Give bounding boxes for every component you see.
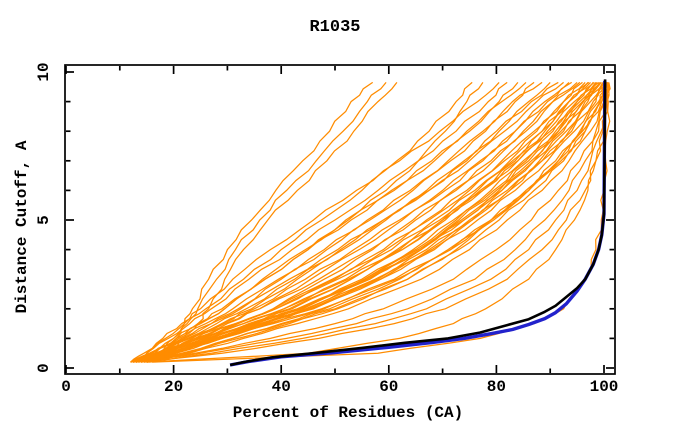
ensemble-curve (133, 82, 607, 363)
y-tick-label: 0 (35, 363, 53, 373)
x-tick-label: 0 (61, 378, 71, 396)
ensemble-curve (135, 81, 559, 363)
ensemble-curve (141, 81, 551, 363)
ensemble-curve (138, 81, 535, 363)
ensemble-curve (141, 82, 609, 363)
ensemble-curve (130, 81, 500, 363)
curves-layer (130, 79, 611, 367)
y-tick-label: 5 (35, 215, 53, 225)
highlight-black-curve (229, 79, 607, 367)
ensemble-curve (133, 82, 597, 363)
ensemble-curve (135, 82, 609, 363)
ensemble-curve (130, 81, 564, 363)
ensemble-curve (133, 82, 608, 363)
ensemble-curve (135, 82, 608, 363)
ensemble-curve (135, 81, 473, 363)
ensemble-curve (135, 82, 602, 363)
ensemble-curve (146, 82, 607, 363)
x-tick-label: 100 (590, 378, 619, 396)
y-tick-label: 10 (35, 62, 53, 81)
ensemble-curve (141, 82, 605, 363)
ensemble-curve (135, 82, 519, 363)
ensemble-curve (133, 81, 586, 363)
ensemble-curve (138, 81, 606, 363)
ensemble-curve (133, 81, 543, 363)
ensemble-curve (146, 82, 610, 363)
x-axis-label: Percent of Residues (CA) (233, 404, 463, 422)
ensemble-curve (130, 81, 591, 363)
ensemble-curve (130, 81, 527, 363)
ensemble-curve (130, 81, 602, 363)
ensemble-curve (132, 81, 508, 363)
tick-labels: 0 20 40 60 80 100 0 5 10 (35, 62, 618, 396)
chart-title: R1035 (309, 18, 360, 37)
axes-frame (64, 64, 616, 375)
plot-frame (64, 64, 616, 375)
x-tick-label: 80 (487, 378, 506, 396)
ensemble-curve (135, 82, 604, 363)
ensemble-curve (152, 82, 611, 363)
ensemble-curve (149, 82, 609, 363)
x-tick-label: 60 (379, 378, 398, 396)
x-tick-label: 20 (164, 378, 183, 396)
x-tick-label: 40 (272, 378, 291, 396)
y-axis-label: Distance Cutoff, A (13, 140, 31, 313)
ensemble-curve (130, 81, 581, 363)
